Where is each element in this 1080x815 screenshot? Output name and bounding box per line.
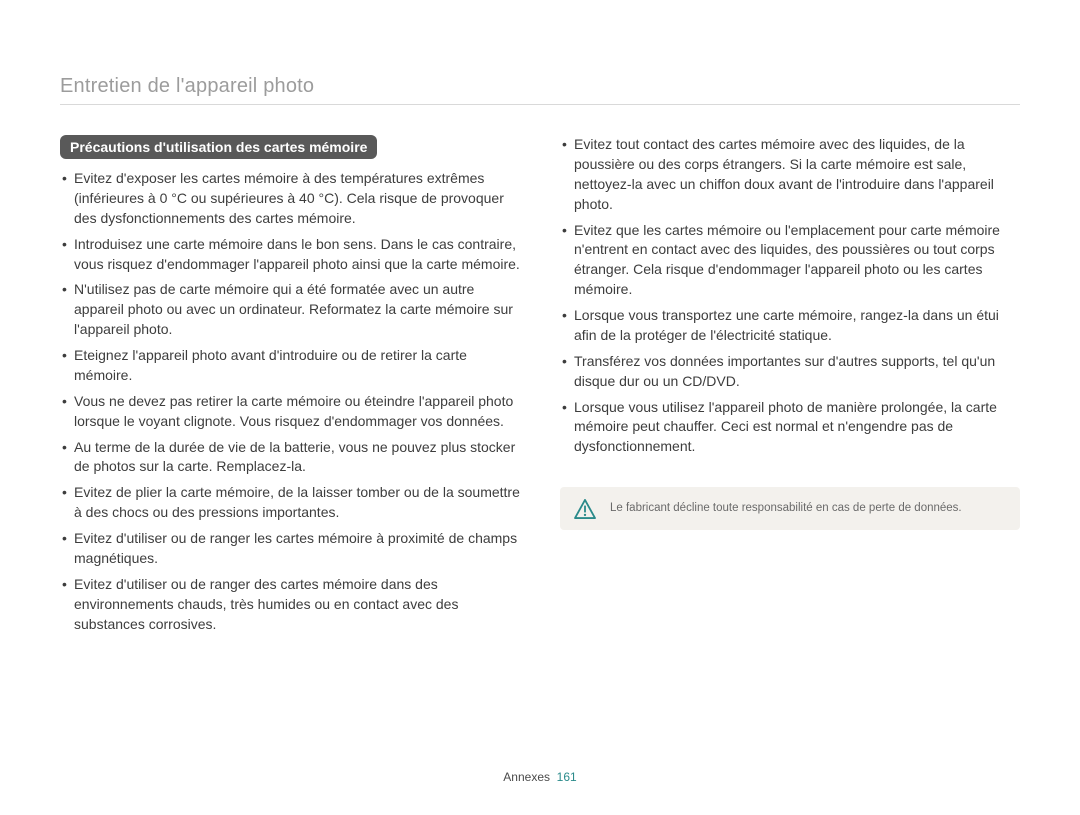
bullet-item: Evitez de plier la carte mémoire, de la … [60,483,520,523]
manual-page: Entretien de l'appareil photo Précaution… [0,0,1080,815]
bullet-item: Evitez que les cartes mémoire ou l'empla… [560,221,1020,301]
warning-text: Le fabricant décline toute responsabilit… [610,502,962,514]
bullet-item: Vous ne devez pas retirer la carte mémoi… [60,392,520,432]
footer-section-label: Annexes [503,770,550,784]
footer-page-number: 161 [557,770,577,784]
bullet-item: Introduisez une carte mémoire dans le bo… [60,235,520,275]
bullet-item: N'utilisez pas de carte mémoire qui a ét… [60,280,520,340]
right-bullet-list: Evitez tout contact des cartes mémoire a… [560,135,1020,457]
bullet-item: Transférez vos données importantes sur d… [560,352,1020,392]
right-column: Evitez tout contact des cartes mémoire a… [560,135,1020,640]
bullet-item: Lorsque vous utilisez l'appareil photo d… [560,398,1020,458]
bullet-item: Evitez d'utiliser ou de ranger des carte… [60,575,520,635]
bullet-item: Evitez d'utiliser ou de ranger les carte… [60,529,520,569]
warning-triangle-icon [574,499,596,519]
bullet-item: Evitez tout contact des cartes mémoire a… [560,135,1020,215]
content-columns: Précautions d'utilisation des cartes mém… [60,135,1020,640]
bullet-item: Evitez d'exposer les cartes mémoire à de… [60,169,520,229]
bullet-item: Au terme de la durée de vie de la batter… [60,438,520,478]
section-pill: Précautions d'utilisation des cartes mém… [60,135,377,159]
bullet-item: Eteignez l'appareil photo avant d'introd… [60,346,520,386]
left-column: Précautions d'utilisation des cartes mém… [60,135,520,640]
page-header-title: Entretien de l'appareil photo [60,75,1020,105]
bullet-item: Lorsque vous transportez une carte mémoi… [560,306,1020,346]
left-bullet-list: Evitez d'exposer les cartes mémoire à de… [60,169,520,634]
warning-notice: Le fabricant décline toute responsabilit… [560,487,1020,530]
page-footer: Annexes 161 [0,770,1080,784]
